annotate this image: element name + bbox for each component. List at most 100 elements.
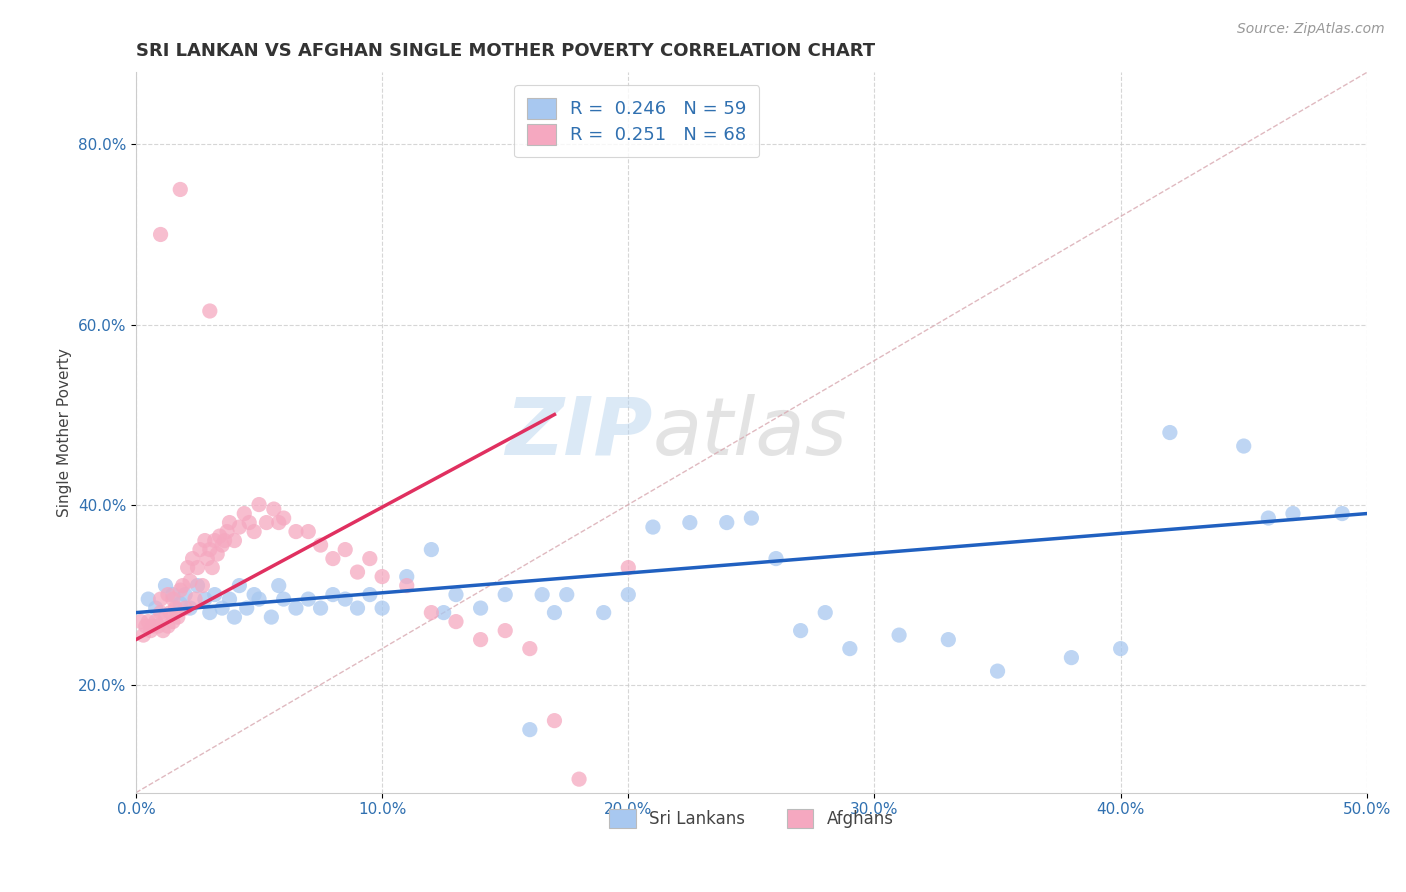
Point (592, 606, 614, 620)
Point (139, 624, 162, 638)
Point (198, 304, 221, 318)
Point (433, 606, 456, 620)
Point (1159, 425, 1181, 440)
Point (172, 578, 194, 592)
Point (179, 601, 201, 615)
Point (156, 619, 179, 633)
Point (186, 560, 208, 574)
Point (617, 560, 640, 574)
Point (233, 507, 256, 521)
Point (936, 632, 959, 647)
Point (519, 641, 541, 656)
Point (617, 588, 640, 602)
Point (129, 615, 152, 629)
Point (740, 511, 762, 525)
Point (254, 516, 277, 530)
Point (169, 583, 191, 598)
Point (765, 551, 787, 566)
Point (543, 606, 565, 620)
Legend: Sri Lankans, Afghans: Sri Lankans, Afghans (602, 802, 900, 835)
Point (346, 565, 368, 579)
Point (152, 624, 174, 638)
Point (179, 574, 201, 588)
Text: Source: ZipAtlas.com: Source: ZipAtlas.com (1237, 22, 1385, 37)
Point (136, 592, 159, 607)
Point (155, 578, 177, 592)
Point (211, 538, 233, 552)
Point (1257, 511, 1279, 525)
Point (165, 601, 187, 615)
Point (184, 592, 207, 607)
Point (191, 578, 214, 592)
Point (814, 606, 837, 620)
Point (359, 551, 381, 566)
Point (359, 588, 381, 602)
Point (149, 227, 172, 242)
Point (136, 615, 159, 629)
Point (218, 516, 240, 530)
Point (543, 714, 565, 728)
Point (568, 772, 591, 786)
Point (247, 498, 270, 512)
Point (162, 588, 184, 602)
Point (186, 578, 208, 592)
Point (789, 624, 811, 638)
Point (135, 619, 157, 633)
Point (444, 615, 467, 629)
Point (198, 542, 221, 557)
Point (224, 610, 246, 624)
Text: SRI LANKAN VS AFGHAN SINGLE MOTHER POVERTY CORRELATION CHART: SRI LANKAN VS AFGHAN SINGLE MOTHER POVER… (136, 42, 875, 60)
Text: atlas: atlas (652, 393, 848, 472)
Point (201, 560, 224, 574)
Point (494, 624, 516, 638)
Point (555, 588, 578, 602)
Point (169, 182, 191, 196)
Y-axis label: Single Mother Poverty: Single Mother Poverty (58, 348, 72, 517)
Point (273, 511, 295, 525)
Point (169, 597, 191, 611)
Point (228, 520, 250, 534)
Point (146, 619, 169, 633)
Point (986, 664, 1008, 678)
Point (309, 601, 332, 615)
Point (309, 538, 332, 552)
Point (198, 606, 221, 620)
Point (194, 533, 217, 548)
Point (267, 516, 290, 530)
Point (156, 588, 179, 602)
Point (155, 610, 177, 624)
Point (174, 601, 197, 615)
Point (322, 551, 344, 566)
Point (1060, 650, 1083, 665)
Point (335, 592, 357, 607)
Point (215, 524, 238, 539)
Point (188, 542, 211, 557)
Point (285, 524, 308, 539)
Point (243, 588, 266, 602)
Point (716, 516, 738, 530)
Point (371, 601, 394, 615)
Point (166, 610, 188, 624)
Point (174, 588, 197, 602)
Point (235, 601, 257, 615)
Point (142, 619, 165, 633)
Point (132, 628, 155, 642)
Point (494, 588, 516, 602)
Point (297, 592, 319, 607)
Point (322, 588, 344, 602)
Point (162, 592, 184, 607)
Point (214, 533, 236, 548)
Point (145, 615, 167, 629)
Point (335, 542, 357, 557)
Point (1282, 507, 1305, 521)
Text: ZIP: ZIP (506, 393, 652, 472)
Point (149, 592, 172, 607)
Point (145, 601, 167, 615)
Point (263, 502, 285, 516)
Point (371, 569, 394, 583)
Point (395, 578, 418, 592)
Point (395, 569, 418, 583)
Point (181, 551, 204, 566)
Point (228, 578, 250, 592)
Point (346, 601, 368, 615)
